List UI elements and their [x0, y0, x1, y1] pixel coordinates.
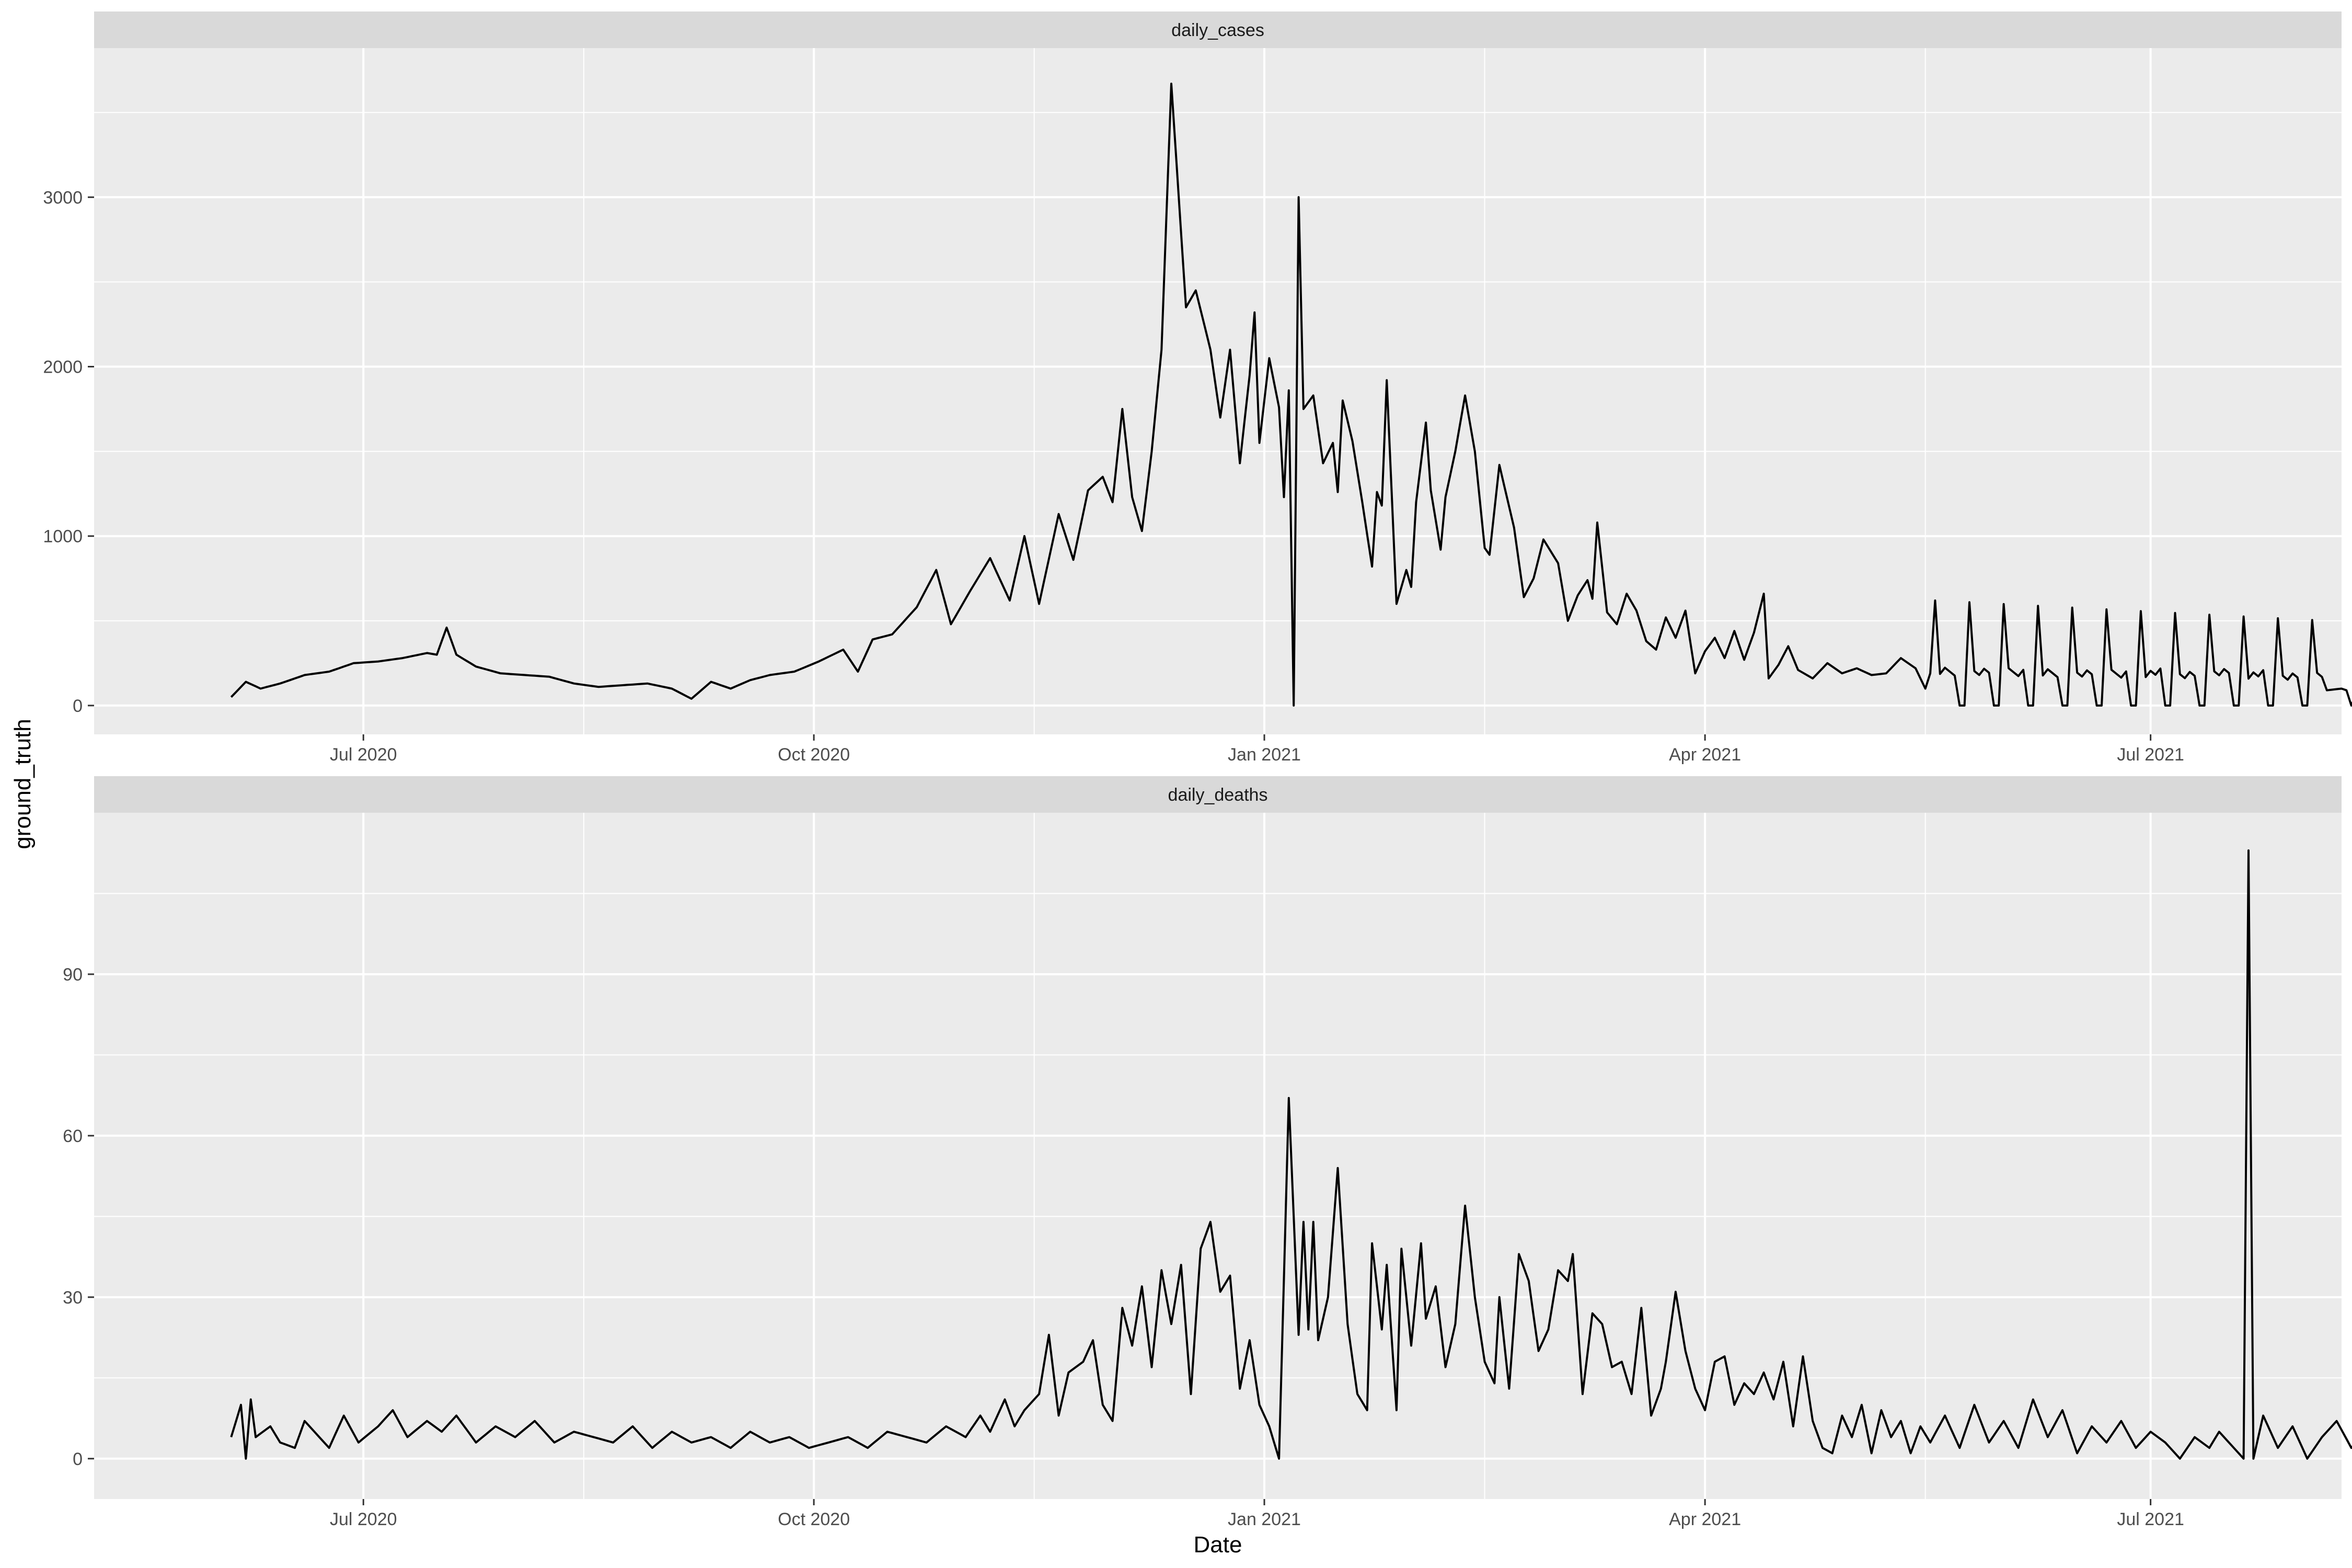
x-tick-label: Oct 2020	[778, 745, 850, 765]
series-line-daily-cases	[230, 83, 2352, 707]
y-tick-label: 90	[63, 965, 83, 985]
x-tick-label: Jul 2020	[330, 1509, 397, 1529]
x-tick-label: Jul 2021	[2117, 1509, 2184, 1529]
x-axis-ticks: Jul 2020 Oct 2020 Jan 2021 Apr 2021 Jul 2021	[330, 1499, 2184, 1529]
facet-strip	[94, 776, 2342, 813]
y-tick-label: 30	[63, 1288, 83, 1308]
y-axis-ticks: 0 1000 2000 3000	[43, 188, 94, 716]
x-tick-label: Jan 2021	[1228, 1509, 1301, 1529]
gridlines	[94, 48, 2342, 734]
panel-daily-deaths: daily_deaths 0 30 60 90 Jul 2020 Oct 2020 Jan…	[63, 776, 2352, 1529]
x-axis-ticks: Jul 2020 Oct 2020 Jan 2021 Apr 2021 Jul 2021	[330, 734, 2184, 765]
facet-strip-label: daily_cases	[1171, 20, 1264, 40]
panel-background	[94, 48, 2342, 734]
y-tick-label: 0	[73, 1449, 83, 1469]
y-tick-label: 3000	[43, 188, 83, 207]
facet-strip-label: daily_deaths	[1168, 785, 1268, 805]
y-tick-label: 2000	[43, 357, 83, 377]
x-tick-label: Jan 2021	[1228, 745, 1301, 765]
y-axis-ticks: 0 30 60 90	[63, 965, 94, 1469]
y-tick-label: 0	[73, 696, 83, 716]
gridlines	[94, 813, 2342, 1499]
x-tick-label: Jul 2021	[2117, 745, 2184, 765]
x-axis-title: Date	[1194, 1532, 1242, 1558]
y-tick-label: 1000	[43, 527, 83, 547]
y-axis-title: ground_truth	[10, 719, 36, 849]
panel-background	[94, 813, 2342, 1499]
y-tick-label: 60	[63, 1126, 83, 1146]
panel-daily-cases: daily_cases 0 1000 2000 3000 Jul 2020 Oct 20…	[43, 11, 2352, 765]
series-line-daily-deaths	[230, 849, 2352, 1460]
x-tick-label: Jul 2020	[330, 745, 397, 765]
x-tick-label: Oct 2020	[778, 1509, 850, 1529]
x-tick-label: Apr 2021	[1669, 1509, 1741, 1529]
facet-strip	[94, 11, 2342, 48]
x-tick-label: Apr 2021	[1669, 745, 1741, 765]
